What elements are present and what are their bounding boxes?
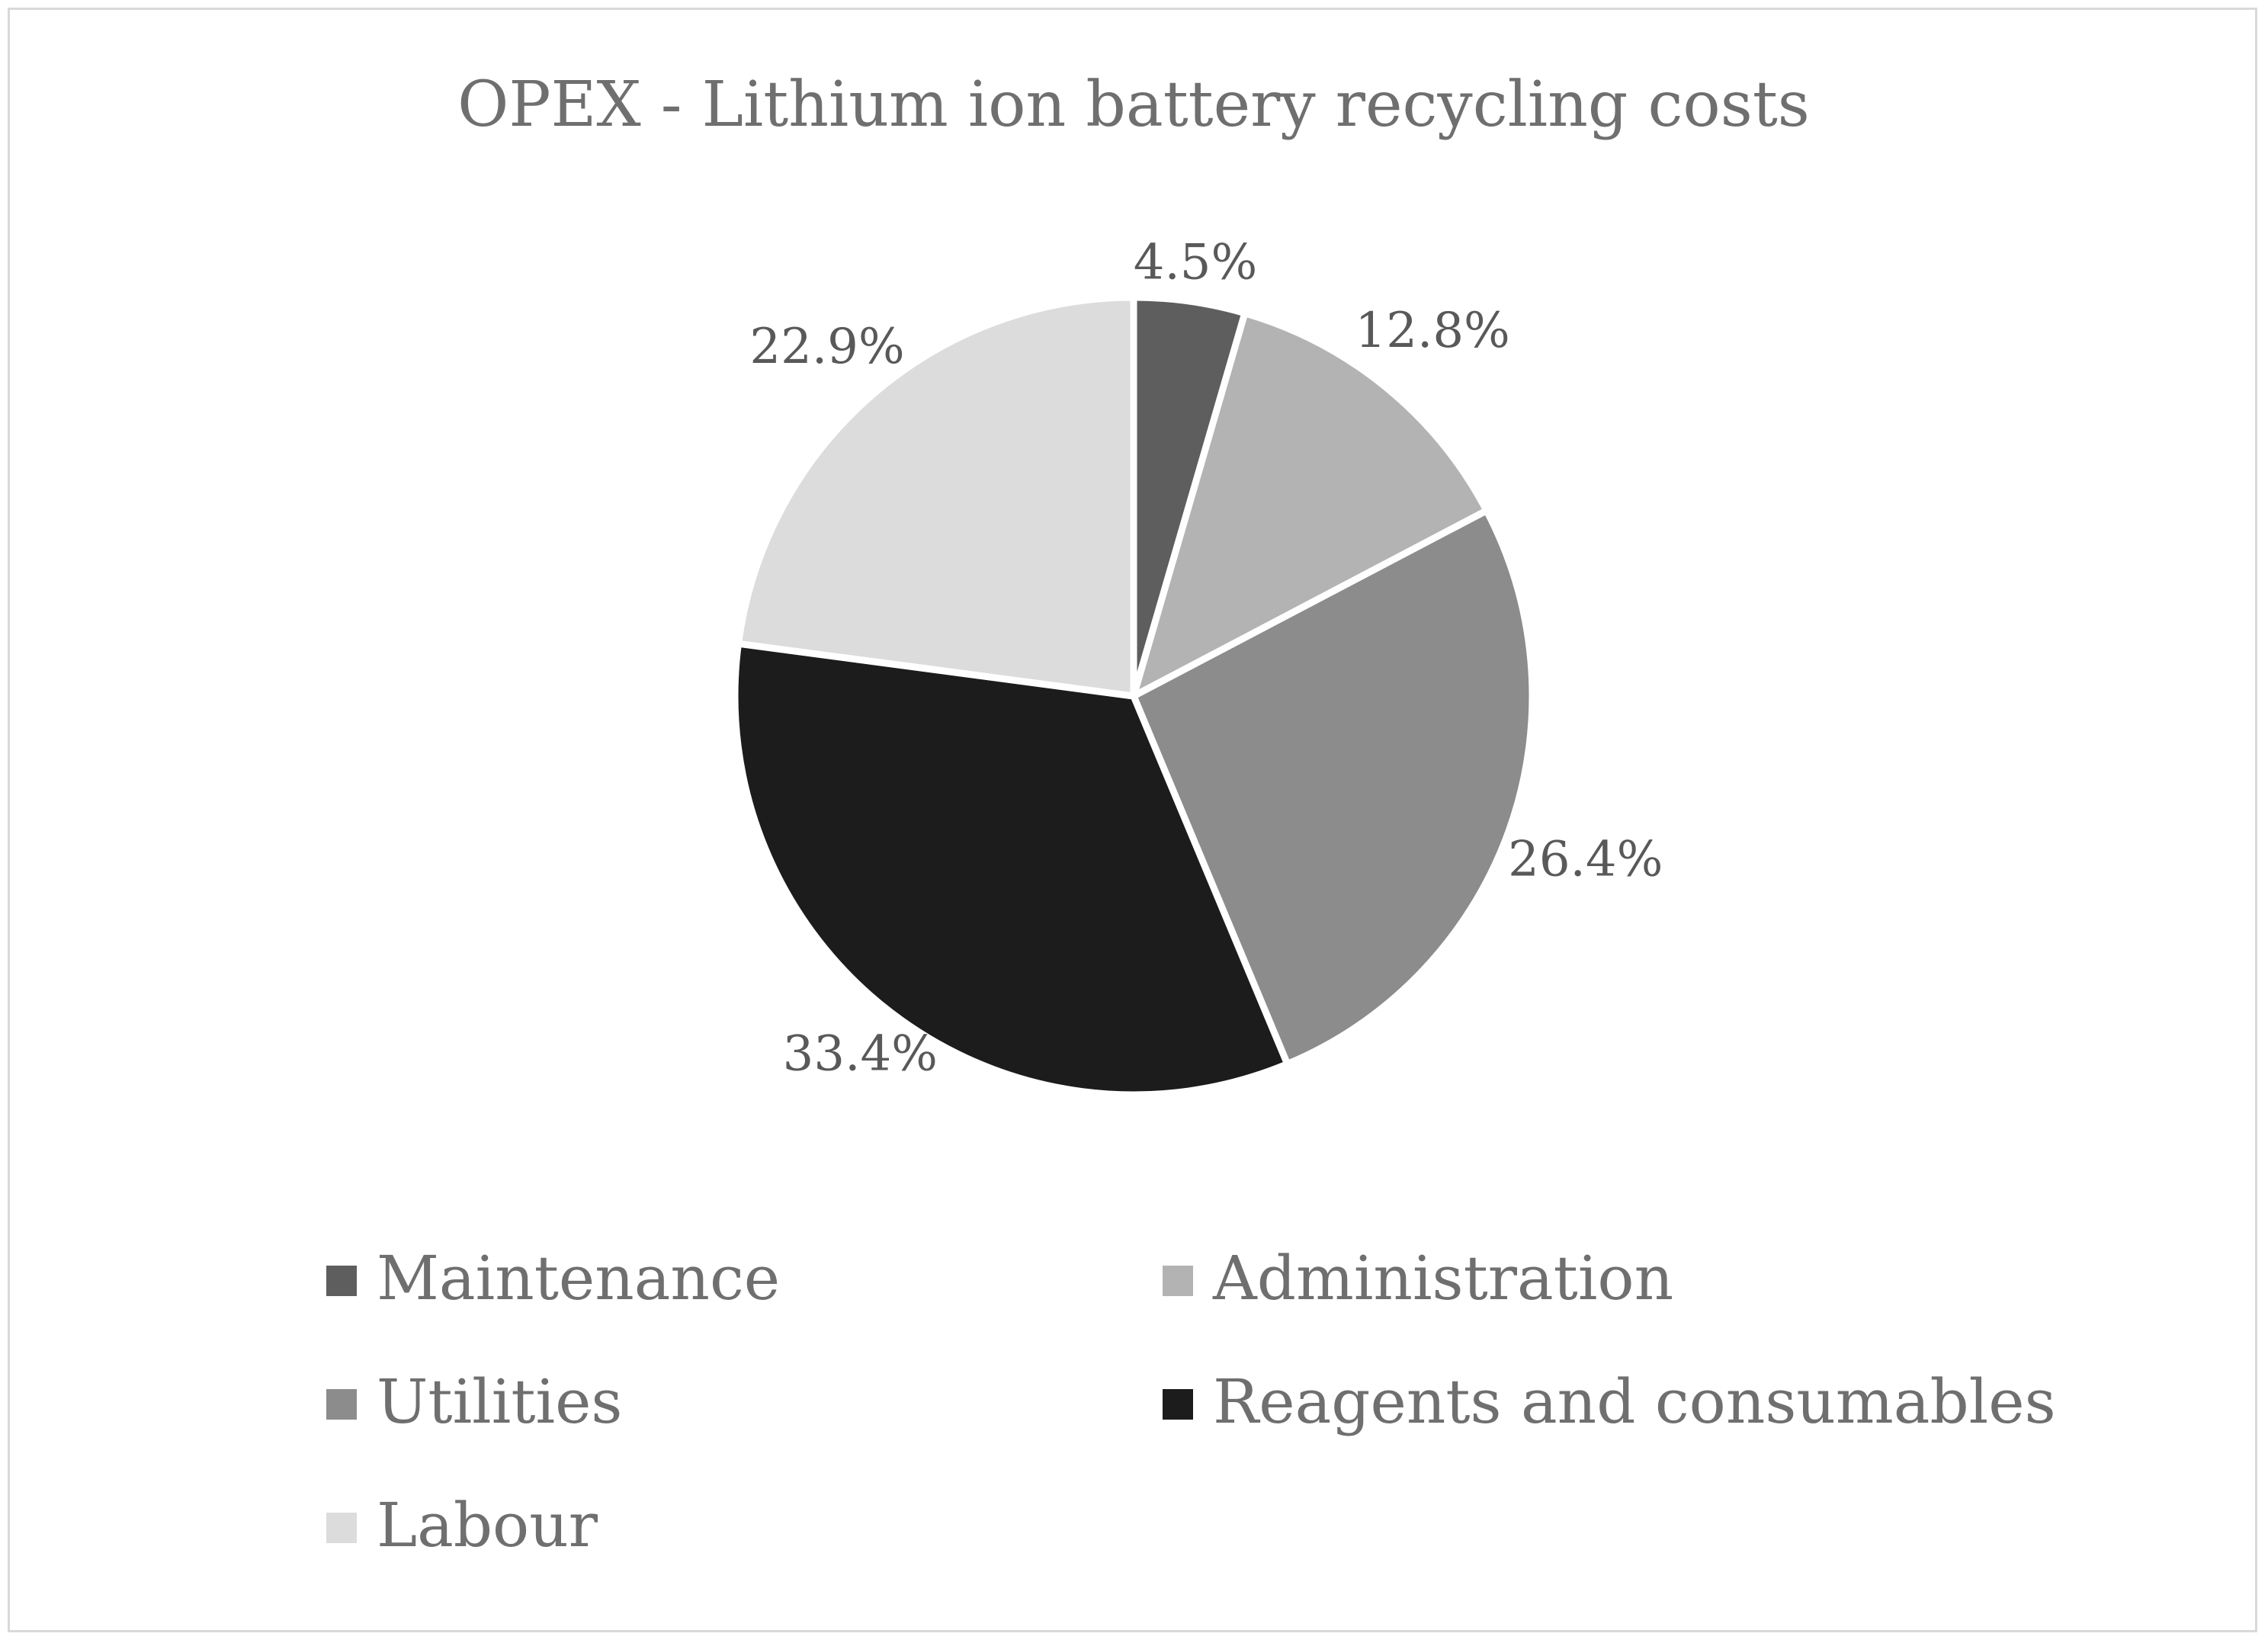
data-label-reagents-and-consumables: 33.4%	[783, 1025, 938, 1082]
data-label-maintenance: 4.5%	[1134, 235, 1258, 291]
legend-swatch	[326, 1513, 357, 1543]
pie-slice-reagents-and-consumables	[731, 640, 1292, 1099]
data-label-utilities: 26.4%	[1508, 831, 1663, 887]
legend-item-administration: Administration	[1163, 1243, 1673, 1314]
pie-slice-administration	[1128, 309, 1492, 703]
legend-item-utilities: Utilities	[326, 1366, 622, 1437]
legend-swatch	[326, 1389, 357, 1420]
legend-swatch	[1163, 1389, 1193, 1420]
legend-label: Reagents and consumables	[1213, 1366, 2056, 1437]
legend-swatch	[326, 1266, 357, 1296]
data-label-labour: 22.9%	[749, 319, 904, 375]
legend-label: Administration	[1212, 1243, 1673, 1314]
legend-item-reagents-and-consumables: Reagents and consumables	[1163, 1366, 2056, 1437]
legend-swatch	[1163, 1266, 1193, 1296]
legend: Maintenance Administration Utilities Reagen…	[326, 1243, 2056, 1561]
pie-slice-labour	[734, 294, 1137, 701]
legend-label: Labour	[377, 1490, 598, 1561]
legend-item-labour: Labour	[326, 1490, 598, 1561]
data-label-administration: 12.8%	[1355, 303, 1510, 359]
data-labels: 4.5% 12.8% 26.4% 33.4% 22.9%	[749, 235, 1663, 1083]
legend-item-maintenance: Maintenance	[326, 1243, 780, 1314]
legend-label: Utilities	[377, 1366, 622, 1437]
pie-slices	[731, 294, 1536, 1099]
pie-slice-utilities	[1129, 505, 1536, 1069]
chart-title: OPEX - Lithium ion battery recycling cos…	[457, 69, 1810, 141]
legend-label: Maintenance	[377, 1243, 780, 1314]
